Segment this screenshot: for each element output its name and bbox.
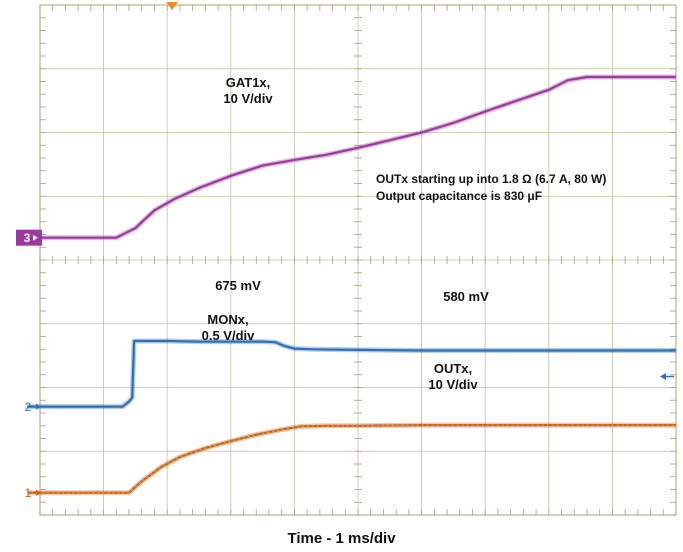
trigger-marker-shape — [166, 2, 178, 10]
channel-marker-number: 1 — [25, 486, 32, 500]
channel-marker-arrow — [36, 489, 41, 496]
channel-marker-2: 2 — [25, 400, 41, 414]
channel-marker-3: 3 — [16, 229, 42, 246]
mon-peak-label: 675 mV — [215, 278, 261, 293]
channel-marker-layer: 3 2 1 — [16, 2, 674, 500]
note-line2: Output capacitance is 830 μF — [376, 189, 542, 203]
trace-line — [27, 339, 676, 408]
out-label-line1: OUTx, — [434, 361, 472, 376]
channel-marker-number: 3 — [24, 231, 31, 245]
x-axis-label: Time - 1 ms/div — [287, 530, 396, 547]
note-line1: OUTx starting up into 1.8 Ω (6.7 A, 80 W… — [376, 172, 606, 186]
trace-monx — [27, 338, 676, 410]
trace-outx — [27, 422, 676, 496]
trace-layer — [27, 74, 676, 496]
reference-arrow-head — [660, 373, 666, 381]
gat-label-line2: 10 V/div — [223, 91, 273, 106]
channel-marker-1: 1 — [25, 486, 41, 500]
trace-gat1x — [27, 74, 676, 241]
mon-label-line2: 0.5 V/div — [202, 328, 256, 343]
scope-grid — [39, 4, 677, 516]
axis-ticks — [39, 5, 676, 516]
gat-label-line1: GAT1x, — [226, 75, 271, 90]
channel-marker-arrow — [36, 403, 41, 410]
trace-line — [27, 75, 676, 239]
trace-line — [27, 424, 676, 494]
channel-marker-number: 2 — [25, 400, 32, 414]
reference-arrow-mon — [660, 373, 674, 381]
out-label-line2: 10 V/div — [428, 377, 478, 392]
channel-marker-arrow — [33, 234, 38, 241]
trigger-marker — [166, 2, 178, 10]
mon-label-line1: MONx, — [207, 312, 248, 327]
mon-final-label: 580 mV — [443, 289, 489, 304]
channel-marker-box — [16, 229, 42, 246]
